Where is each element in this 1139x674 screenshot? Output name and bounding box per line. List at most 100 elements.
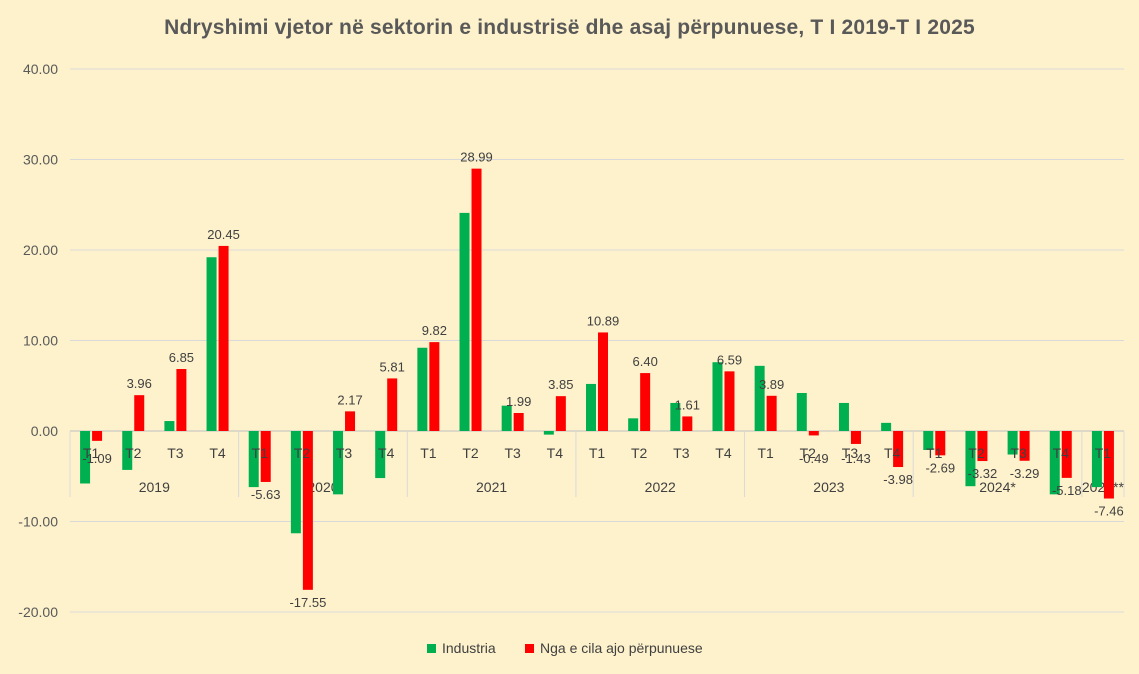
quarter-label: T1 xyxy=(589,445,606,461)
data-label: -3.98 xyxy=(883,472,913,487)
bar-industria xyxy=(1049,431,1060,495)
group-label: 2022 xyxy=(645,479,676,495)
group-label: 2021 xyxy=(476,479,507,495)
data-label: 6.59 xyxy=(717,352,742,367)
group-label: 2020 xyxy=(307,479,338,495)
bar-industria xyxy=(375,431,386,479)
bar-industria xyxy=(838,402,849,431)
y-tick-label: 20.00 xyxy=(23,242,58,258)
bar-industria xyxy=(1091,431,1102,488)
bar-industria xyxy=(670,402,681,431)
legend-swatch-industria xyxy=(427,644,436,653)
data-label: -3.29 xyxy=(1010,466,1040,481)
data-label: 3.89 xyxy=(759,377,784,392)
group-label: 2023 xyxy=(813,479,844,495)
bar-perpunuese xyxy=(808,431,819,436)
bar-perpunuese xyxy=(1019,431,1030,461)
bar-industria xyxy=(290,431,301,534)
group-label: 2024* xyxy=(979,479,1016,495)
bar-industria xyxy=(1007,431,1018,455)
quarter-label: T2 xyxy=(462,445,479,461)
data-label: -0.49 xyxy=(799,451,829,466)
bar-industria xyxy=(712,362,723,431)
data-label: -5.18 xyxy=(1052,483,1082,498)
data-label: -3.32 xyxy=(968,466,998,481)
quarter-label: T1 xyxy=(757,445,774,461)
data-label: 28.99 xyxy=(460,150,493,165)
bar-perpunuese xyxy=(260,431,271,482)
quarter-label: T2 xyxy=(294,445,311,461)
quarter-label: T4 xyxy=(715,445,732,461)
data-label: 2.17 xyxy=(337,392,362,407)
data-label: -17.55 xyxy=(289,595,326,610)
bar-perpunuese xyxy=(134,395,145,431)
bar-industria xyxy=(459,212,470,431)
data-label: -1.09 xyxy=(82,451,112,466)
y-tick-label: -20.00 xyxy=(18,604,58,620)
quarter-label: T4 xyxy=(547,445,564,461)
quarter-label: T1 xyxy=(83,445,100,461)
bar-industria xyxy=(586,383,596,431)
quarter-label: T3 xyxy=(1010,445,1027,461)
bar-industria xyxy=(754,365,765,431)
y-tick-label: 30.00 xyxy=(23,152,58,168)
bar-perpunuese xyxy=(429,342,440,431)
bar-perpunuese xyxy=(893,431,904,468)
bar-industria xyxy=(122,431,133,470)
legend-label-perpunuese: Nga e cila ajo përpunuese xyxy=(540,640,703,656)
bar-perpunuese xyxy=(640,373,651,431)
bar-perpunuese xyxy=(935,431,946,456)
group-label: 2025** xyxy=(1082,479,1125,495)
quarter-label: T3 xyxy=(167,445,184,461)
bar-industria xyxy=(501,405,512,431)
group-label: 2019 xyxy=(139,479,170,495)
data-label: 20.45 xyxy=(207,227,240,242)
bar-industria xyxy=(965,431,976,487)
bar-industria xyxy=(80,431,91,484)
chart-title: Ndryshimi vjetor në sektorin e industris… xyxy=(164,16,975,39)
bar-perpunuese xyxy=(724,371,735,431)
bar-perpunuese xyxy=(92,431,103,441)
bar-industria xyxy=(543,431,554,435)
bar-perpunuese xyxy=(302,431,313,590)
quarter-label: T4 xyxy=(884,445,901,461)
quarter-label: T2 xyxy=(125,445,142,461)
bar-perpunuese xyxy=(850,431,861,444)
bar-perpunuese xyxy=(766,395,777,431)
bar-industria xyxy=(417,347,428,431)
bar-perpunuese xyxy=(176,369,187,431)
data-label: 1.61 xyxy=(675,397,700,412)
data-label: 10.89 xyxy=(587,313,620,328)
data-label: 5.81 xyxy=(380,359,405,374)
y-tick-label: 0.00 xyxy=(31,423,58,439)
bar-industria xyxy=(796,392,807,431)
quarter-label: T4 xyxy=(378,445,395,461)
data-label: 3.96 xyxy=(127,376,152,391)
bar-perpunuese xyxy=(387,378,398,431)
quarter-label: T4 xyxy=(209,445,226,461)
data-label: 6.85 xyxy=(169,350,194,365)
bar-perpunuese xyxy=(471,168,482,431)
quarter-label: T2 xyxy=(800,445,817,461)
legend-swatch-perpunuese xyxy=(525,644,534,653)
bar-perpunuese xyxy=(555,396,566,431)
data-label: -2.69 xyxy=(925,460,955,475)
bar-industria xyxy=(923,431,934,451)
quarter-label: T2 xyxy=(631,445,648,461)
data-label: 9.82 xyxy=(422,323,447,338)
quarter-label: T1 xyxy=(252,445,269,461)
quarter-label: T3 xyxy=(673,445,690,461)
quarter-label: T4 xyxy=(1053,445,1070,461)
y-tick-label: -10.00 xyxy=(18,514,58,530)
bar-industria xyxy=(206,257,217,431)
bar-industria xyxy=(248,431,259,488)
bar-perpunuese xyxy=(345,411,356,431)
data-label: -7.46 xyxy=(1094,504,1124,519)
quarter-label: T3 xyxy=(505,445,522,461)
bar-industria xyxy=(881,422,892,431)
y-tick-label: 10.00 xyxy=(23,333,58,349)
bar-industria xyxy=(333,431,344,495)
bar-perpunuese xyxy=(513,412,524,431)
